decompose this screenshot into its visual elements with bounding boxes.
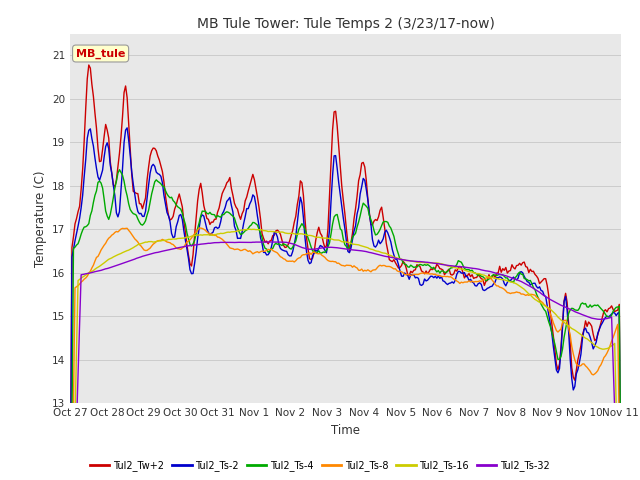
Text: MB_tule: MB_tule: [76, 48, 125, 59]
Legend: Tul2_Tw+2, Tul2_Ts-2, Tul2_Ts-4, Tul2_Ts-8, Tul2_Ts-16, Tul2_Ts-32: Tul2_Tw+2, Tul2_Ts-2, Tul2_Ts-4, Tul2_Ts…: [86, 456, 554, 475]
X-axis label: Time: Time: [331, 424, 360, 437]
Title: MB Tule Tower: Tule Temps 2 (3/23/17-now): MB Tule Tower: Tule Temps 2 (3/23/17-now…: [196, 17, 495, 31]
Y-axis label: Temperature (C): Temperature (C): [34, 170, 47, 267]
